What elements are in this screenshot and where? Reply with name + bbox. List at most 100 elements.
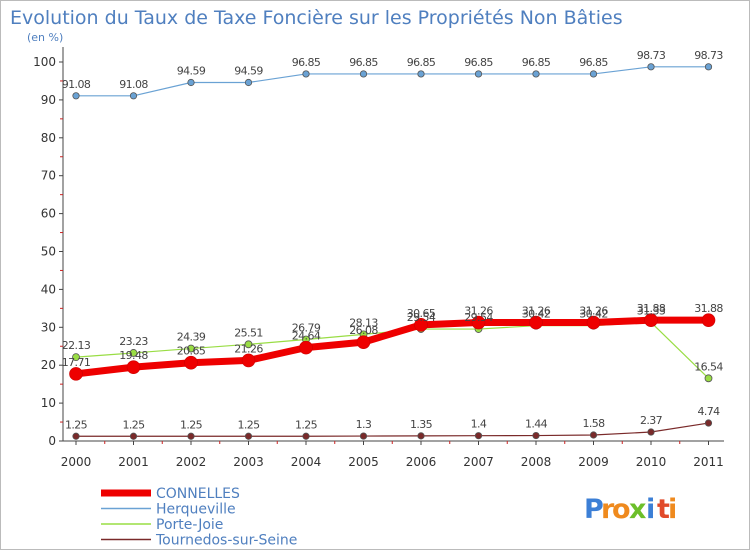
data-point-porte-joie <box>244 340 253 349</box>
data-label-tournedos-sur-seine: 1.44 <box>525 418 548 431</box>
data-point-herqueville <box>359 70 368 78</box>
data-label-connelles: 26.08 <box>349 324 378 337</box>
x-tick-label: 2011 <box>693 455 724 469</box>
data-label-connelles: 24.64 <box>292 330 321 343</box>
data-point-tournedos-sur-seine <box>187 432 195 440</box>
x-tick-label: 2004 <box>291 455 322 469</box>
series-layer <box>69 63 716 440</box>
data-label-tournedos-sur-seine: 1.3 <box>356 418 372 431</box>
data-point-connelles <box>644 313 658 327</box>
data-label-connelles: 31.88 <box>637 302 666 315</box>
data-label-herqueville: 91.08 <box>119 78 148 91</box>
data-label-herqueville: 94.59 <box>177 65 206 78</box>
x-tick-label: 2002 <box>176 455 207 469</box>
data-point-herqueville <box>302 70 310 78</box>
data-point-herqueville <box>532 70 540 78</box>
data-point-tournedos-sur-seine <box>417 432 425 440</box>
legend-label-herqueville: Herqueville <box>156 502 236 518</box>
logo-letter: o <box>612 494 631 525</box>
x-tick-label: 2000 <box>61 455 92 469</box>
data-label-porte-joie: 29.54 <box>464 311 493 324</box>
y-tick-label: 80 <box>41 131 56 145</box>
y-tick-label: 100 <box>33 55 56 69</box>
data-label-herqueville: 96.85 <box>407 56 436 69</box>
data-point-tournedos-sur-seine <box>647 428 655 436</box>
x-tick-label: 2009 <box>578 455 609 469</box>
legend-label-porte-joie: Porte-Joie <box>156 517 223 533</box>
legend: CONNELLESHerquevillePorte-JoieTournedos-… <box>101 486 297 549</box>
data-point-connelles <box>471 315 486 330</box>
data-label-porte-joie: 28.13 <box>349 316 378 329</box>
data-label-connelles: 30.65 <box>407 307 436 320</box>
data-point-herqueville <box>589 70 598 78</box>
logo-letter: i <box>646 494 655 525</box>
data-point-tournedos-sur-seine <box>532 431 540 440</box>
data-point-herqueville <box>647 63 655 71</box>
series-line-herqueville <box>76 66 709 97</box>
data-point-connelles <box>586 315 601 330</box>
data-label-herqueville: 91.08 <box>62 78 91 91</box>
data-point-tournedos-sur-seine <box>244 432 253 440</box>
data-label-tournedos-sur-seine: 1.25 <box>65 418 88 431</box>
data-point-tournedos-sur-seine <box>359 432 368 440</box>
x-tick-label: 2006 <box>406 455 437 469</box>
data-label-porte-joie: 16.54 <box>694 360 723 373</box>
series-line-connelles <box>75 316 709 378</box>
series-line-tournedos-sur-seine <box>76 422 709 437</box>
y-tick-label: 10 <box>41 396 56 410</box>
data-label-connelles: 19.48 <box>119 349 148 362</box>
y-tick-label: 20 <box>41 358 56 372</box>
data-label-connelles: 17.71 <box>62 356 91 369</box>
data-label-herqueville: 96.85 <box>292 56 321 69</box>
data-point-porte-joie <box>704 374 713 383</box>
x-tick-label: 2008 <box>521 455 552 469</box>
data-label-tournedos-sur-seine: 1.4 <box>471 418 487 431</box>
y-tick-label: 40 <box>41 282 56 296</box>
y-tick-label: 50 <box>41 245 56 259</box>
logo-letter: x <box>629 494 646 525</box>
data-label-tournedos-sur-seine: 1.25 <box>237 418 260 431</box>
data-point-tournedos-sur-seine <box>704 419 713 427</box>
data-point-connelles <box>414 318 428 332</box>
data-label-porte-joie: 30.42 <box>522 308 551 321</box>
data-point-tournedos-sur-seine <box>589 431 598 439</box>
data-point-connelles <box>241 353 256 368</box>
data-label-porte-joie: 25.51 <box>234 326 263 339</box>
data-label-connelles: 31.26 <box>464 305 493 318</box>
data-point-herqueville <box>417 70 425 78</box>
y-tick-label: 30 <box>41 320 56 334</box>
data-point-connelles <box>299 340 313 355</box>
data-label-porte-joie: 24.39 <box>177 331 206 344</box>
data-point-connelles <box>529 315 543 330</box>
data-label-herqueville: 96.85 <box>579 56 608 69</box>
data-point-porte-joie <box>72 353 80 362</box>
logo-letter: t <box>657 494 670 525</box>
data-point-connelles <box>701 313 716 327</box>
data-point-tournedos-sur-seine <box>474 432 483 440</box>
legend-label-connelles: CONNELLES <box>156 486 240 502</box>
data-label-connelles: 20.65 <box>177 345 206 358</box>
data-label-herqueville: 98.73 <box>694 49 723 62</box>
x-tick-label: 2010 <box>636 455 667 469</box>
logo-letter: P <box>584 494 604 525</box>
data-point-herqueville <box>704 63 713 71</box>
logo-letter: r <box>601 494 615 525</box>
data-label-herqueville: 98.73 <box>637 49 666 62</box>
data-point-porte-joie <box>129 349 138 357</box>
x-tick-label: 2005 <box>348 455 379 469</box>
data-label-tournedos-sur-seine: 2.37 <box>640 414 663 427</box>
axes: 0 10 20 30 40 50 60 70 80 90 100 2000 2001 2002 2003 20… <box>33 47 724 469</box>
data-point-connelles <box>126 360 141 374</box>
y-tick-label: 0 <box>48 434 56 448</box>
data-labels-layer: 17.71 19.48 20.65 21.26 24.64 26.08 30.65 31.26… <box>62 49 724 431</box>
data-label-connelles: 21.26 <box>234 342 263 355</box>
legend-label-tournedos-sur-seine: Tournedos-sur-Seine <box>155 533 297 549</box>
data-point-tournedos-sur-seine <box>302 432 310 440</box>
data-label-connelles: 31.26 <box>579 305 608 318</box>
logo-letter: i <box>668 494 677 525</box>
data-label-herqueville: 96.85 <box>464 56 493 69</box>
data-label-herqueville: 94.59 <box>234 65 263 78</box>
x-tick-label: 2001 <box>118 455 149 469</box>
